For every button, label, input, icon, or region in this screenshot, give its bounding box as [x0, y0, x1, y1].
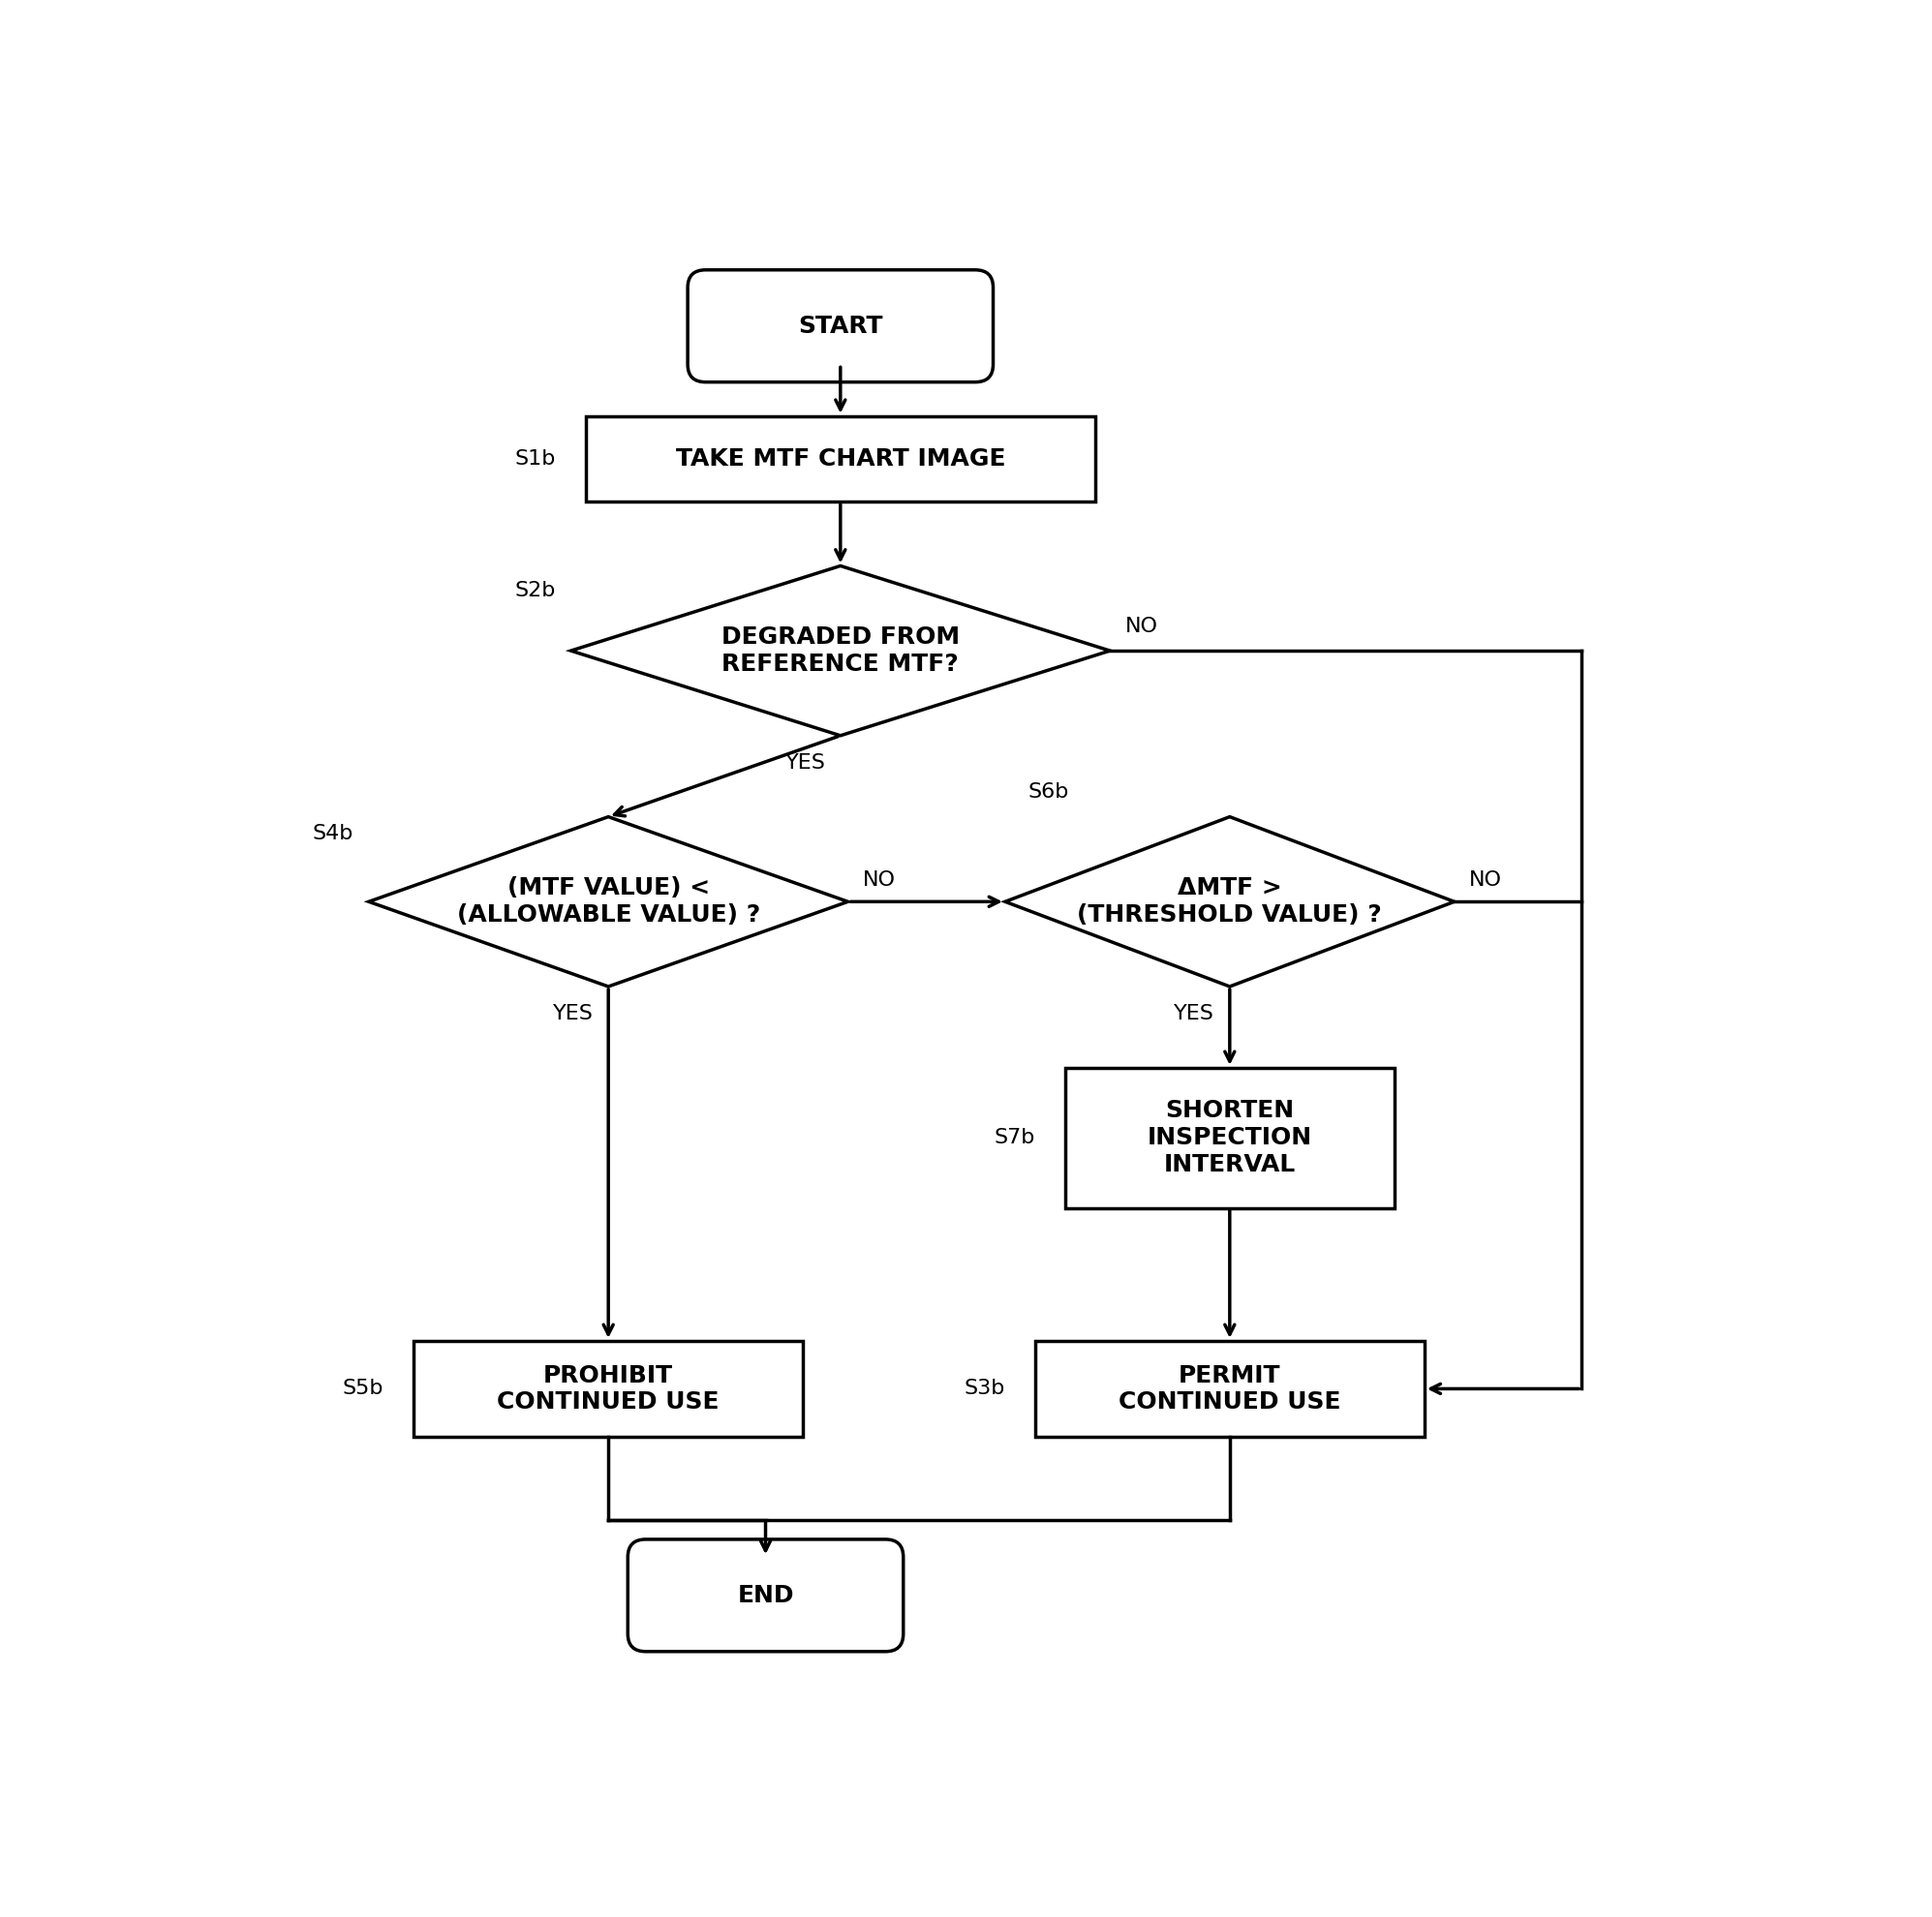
FancyBboxPatch shape — [628, 1539, 904, 1652]
Text: YES: YES — [553, 1005, 593, 1024]
Text: S4b: S4b — [313, 824, 354, 843]
Text: START: START — [798, 314, 883, 337]
Text: END: END — [738, 1583, 794, 1606]
Text: NO: NO — [1468, 870, 1503, 889]
Text: S6b: S6b — [1028, 782, 1068, 801]
Text: PERMIT
CONTINUED USE: PERMIT CONTINUED USE — [1119, 1363, 1341, 1415]
Polygon shape — [369, 817, 848, 987]
Bar — [413, 1340, 804, 1436]
Text: ΔMTF >
(THRESHOLD VALUE) ?: ΔMTF > (THRESHOLD VALUE) ? — [1078, 876, 1381, 926]
Text: YES: YES — [1175, 1005, 1215, 1024]
Text: S1b: S1b — [516, 449, 556, 468]
Text: S2b: S2b — [516, 581, 556, 600]
Polygon shape — [572, 566, 1109, 736]
FancyBboxPatch shape — [688, 270, 993, 381]
Bar — [1036, 1340, 1424, 1436]
Bar — [585, 416, 1095, 502]
Text: SHORTEN
INSPECTION
INTERVAL: SHORTEN INSPECTION INTERVAL — [1148, 1098, 1312, 1177]
Text: S3b: S3b — [964, 1378, 1005, 1399]
Text: S7b: S7b — [995, 1127, 1036, 1148]
Polygon shape — [1005, 817, 1455, 987]
Text: S5b: S5b — [342, 1378, 384, 1399]
Text: (MTF VALUE) <
(ALLOWABLE VALUE) ?: (MTF VALUE) < (ALLOWABLE VALUE) ? — [456, 876, 759, 926]
Text: DEGRADED FROM
REFERENCE MTF?: DEGRADED FROM REFERENCE MTF? — [721, 625, 960, 677]
Text: TAKE MTF CHART IMAGE: TAKE MTF CHART IMAGE — [676, 447, 1005, 470]
Bar — [1065, 1068, 1395, 1208]
Text: PROHIBIT
CONTINUED USE: PROHIBIT CONTINUED USE — [497, 1363, 719, 1415]
Text: NO: NO — [864, 870, 896, 889]
Text: YES: YES — [784, 753, 825, 773]
Text: NO: NO — [1124, 617, 1157, 636]
